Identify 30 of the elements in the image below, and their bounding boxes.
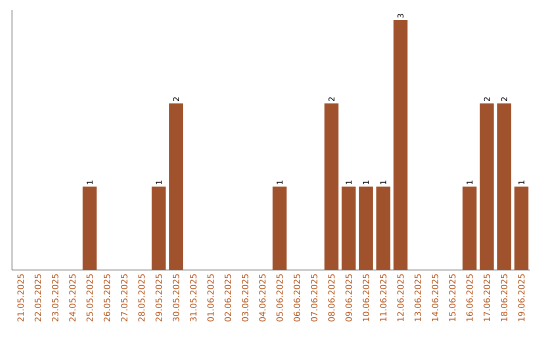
x-tick-label: 22.05.2025: [34, 274, 42, 322]
x-tick-label: 08.06.2025: [328, 274, 335, 322]
x-tick-label: 10.06.2025: [362, 274, 370, 322]
x-tick-label: 07.06.2025: [310, 274, 318, 322]
x-tick-label: 21.05.2025: [17, 274, 24, 322]
x-tick-label: 06.06.2025: [294, 274, 300, 322]
x-tick-label: 23.05.2025: [52, 274, 58, 322]
x-tick-label: 27.05.2025: [121, 274, 128, 322]
x-tick-label: 28.05.2025: [138, 274, 145, 322]
x-tick-label: 12.06.2025: [397, 274, 404, 322]
x-tick-label: 11.06.2025: [380, 274, 386, 322]
x-tick-label: 13.06.2025: [414, 274, 421, 322]
x-tick-label: 26.05.2025: [104, 274, 110, 322]
x-tick-label: 09.06.2025: [346, 274, 352, 322]
x-tick-label: 14.06.2025: [432, 274, 438, 322]
x-tick-label: 01.06.2025: [207, 274, 214, 322]
x-tick-label: 31.05.2025: [190, 274, 197, 322]
x-tick-label: 29.05.2025: [156, 274, 162, 322]
x-tick-label: 19.06.2025: [518, 274, 525, 322]
x-tick-label: 30.05.2025: [172, 274, 180, 322]
x-tick-label: 17.06.2025: [484, 274, 490, 322]
x-tick-label: 16.06.2025: [466, 274, 473, 322]
x-tick-label: 02.06.2025: [224, 274, 232, 322]
x-tick-label: 24.05.2025: [69, 274, 76, 322]
x-tick-label: 15.06.2025: [449, 274, 456, 322]
x-tick-label: 05.06.2025: [276, 274, 283, 322]
x-tick-label: 03.06.2025: [242, 274, 248, 322]
x-tick-label: 04.06.2025: [259, 274, 266, 322]
x-tick-label: 25.05.2025: [86, 274, 93, 322]
x-tick-label: 18.06.2025: [500, 274, 508, 322]
